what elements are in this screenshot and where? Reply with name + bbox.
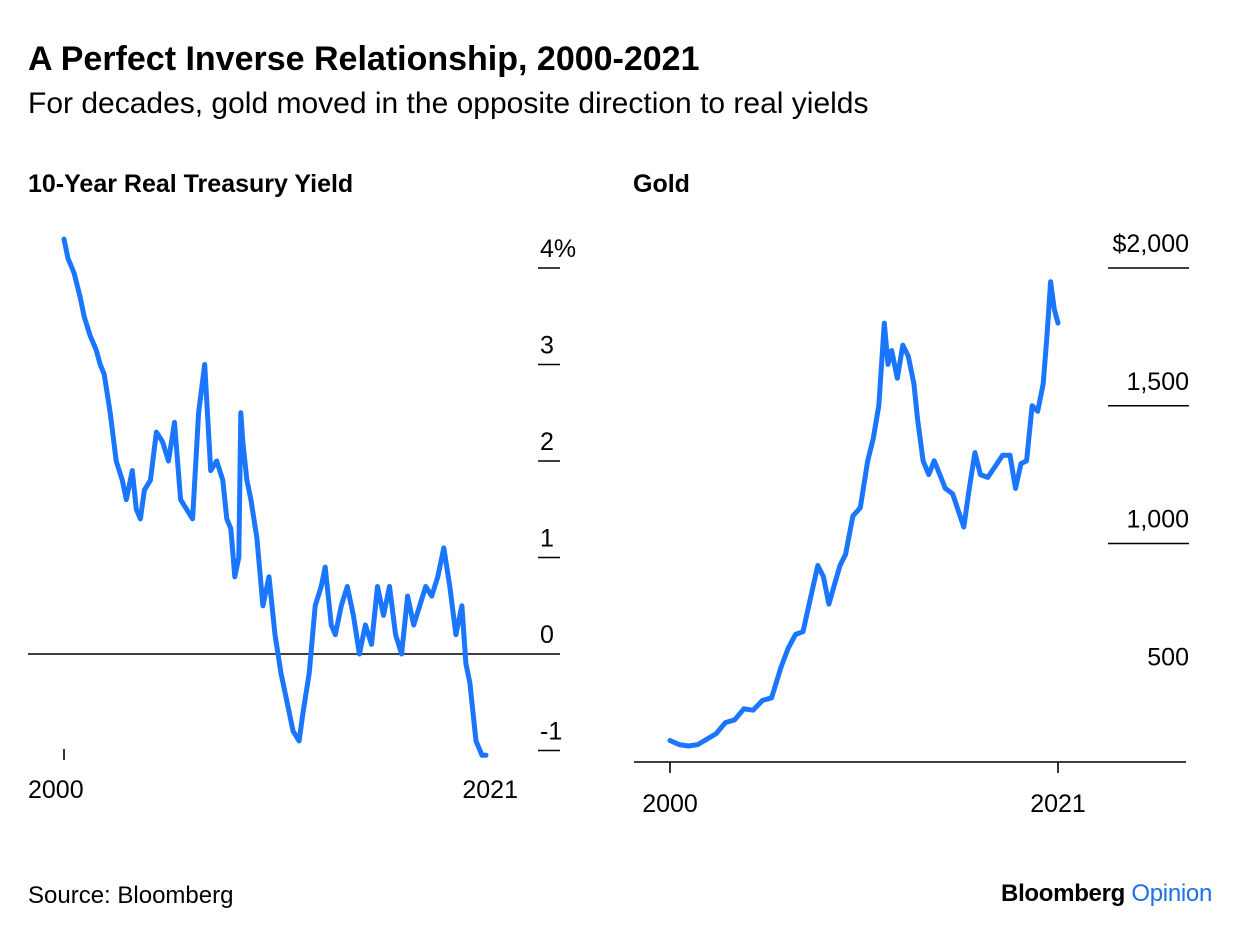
- y-tick-label: 1,000: [1126, 506, 1189, 534]
- gold-panel-title: Gold: [633, 170, 690, 198]
- yield-chart: 4% 3 2 1 0 -1 2000 2021: [28, 235, 576, 804]
- gold-series-line: [667, 279, 1061, 749]
- yield-series-line: [61, 236, 489, 758]
- x-tick-label: 2021: [462, 776, 518, 804]
- brand-secondary: Opinion: [1131, 880, 1212, 907]
- y-tick-label: 1,500: [1126, 368, 1189, 396]
- chart-title: A Perfect Inverse Relationship, 2000-202…: [28, 40, 700, 78]
- x-tick-label: 2021: [1030, 790, 1086, 818]
- source-note: Source: Bloomberg: [28, 882, 234, 909]
- y-tick-label: $2,000: [1113, 230, 1189, 258]
- x-tick-label: 2000: [642, 790, 698, 818]
- gold-chart: $2,000 1,500 1,000 500 2000 2021: [634, 230, 1189, 818]
- y-tick-label: 500: [1147, 643, 1189, 671]
- y-tick-label: 1: [540, 525, 554, 553]
- brand-logo: Bloomberg Opinion: [1001, 880, 1212, 908]
- x-tick-label: 2000: [28, 776, 84, 804]
- y-tick-label: 4%: [540, 235, 576, 263]
- y-tick-label: -1: [540, 718, 562, 746]
- yield-panel-title: 10-Year Real Treasury Yield: [28, 170, 354, 198]
- brand-primary: Bloomberg: [1001, 880, 1125, 907]
- chart-subtitle: For decades, gold moved in the opposite …: [28, 87, 869, 120]
- y-tick-label: 2: [540, 428, 554, 456]
- y-tick-label: 0: [540, 621, 554, 649]
- y-tick-label: 3: [540, 332, 554, 360]
